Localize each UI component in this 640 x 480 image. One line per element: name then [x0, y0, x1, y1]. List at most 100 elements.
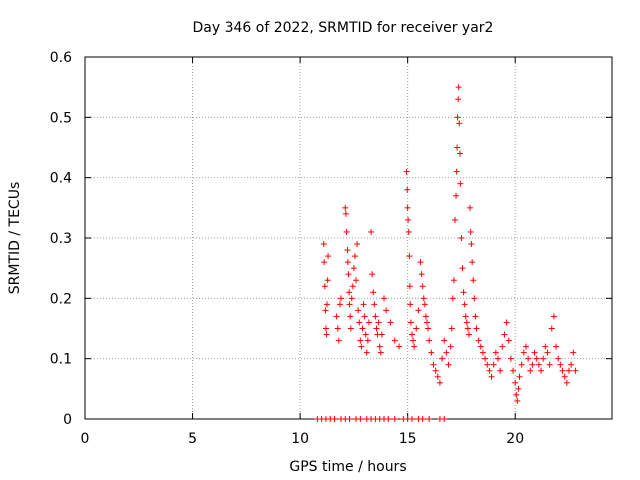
data-point	[408, 331, 415, 338]
data-point	[570, 349, 577, 356]
data-point	[376, 343, 383, 350]
y-tick-label: 0.6	[50, 50, 72, 66]
data-point	[325, 253, 332, 260]
data-point	[529, 361, 536, 368]
data-point	[334, 325, 341, 332]
data-point	[457, 180, 464, 187]
data-point	[525, 355, 532, 362]
data-point	[415, 307, 422, 314]
data-point	[320, 241, 327, 248]
data-point	[323, 331, 330, 338]
data-point	[337, 295, 344, 302]
data-point	[349, 283, 356, 290]
data-point	[396, 343, 403, 350]
data-point	[512, 379, 519, 386]
y-tick-label: 0.1	[50, 352, 72, 368]
data-point	[345, 271, 352, 278]
data-point	[324, 277, 331, 284]
data-point	[359, 325, 366, 332]
data-point	[494, 355, 501, 362]
data-point	[472, 313, 479, 320]
data-point	[568, 361, 575, 368]
data-point	[456, 150, 463, 157]
data-point	[490, 361, 497, 368]
data-point	[387, 319, 394, 326]
data-point	[510, 367, 517, 374]
data-point	[514, 397, 521, 404]
data-point	[365, 319, 372, 326]
data-point	[404, 186, 411, 193]
data-point	[520, 349, 527, 356]
y-tick-label: 0.3	[50, 231, 72, 247]
data-point	[407, 301, 414, 308]
data-point	[522, 343, 529, 350]
data-point	[419, 416, 426, 422]
data-point	[346, 289, 353, 296]
data-point	[426, 416, 433, 422]
data-point	[407, 319, 414, 326]
data-point	[555, 355, 562, 362]
data-point	[424, 319, 431, 326]
data-points	[314, 84, 579, 422]
data-point	[548, 325, 555, 332]
data-point	[368, 228, 375, 235]
data-point	[533, 355, 540, 362]
data-point	[350, 265, 357, 272]
data-point	[404, 204, 411, 211]
data-point	[453, 192, 460, 199]
x-axis-label: GPS time / hours	[289, 459, 406, 475]
data-point	[470, 277, 477, 284]
data-point	[385, 416, 392, 422]
data-point	[406, 283, 413, 290]
data-point	[370, 289, 377, 296]
data-point	[550, 313, 557, 320]
data-point	[565, 367, 572, 374]
data-point	[413, 325, 420, 332]
data-point	[344, 259, 351, 266]
data-point	[572, 367, 579, 374]
x-tick-label: 10	[291, 431, 309, 447]
data-point	[507, 355, 514, 362]
data-point	[391, 337, 398, 344]
data-point	[346, 416, 353, 422]
data-point	[434, 373, 441, 380]
data-point	[344, 247, 351, 254]
data-point	[420, 295, 427, 302]
data-point	[557, 361, 564, 368]
data-point	[380, 295, 387, 302]
data-point	[464, 325, 471, 332]
data-point	[323, 301, 330, 308]
data-point	[497, 367, 504, 374]
data-point	[406, 253, 413, 260]
data-point	[348, 295, 355, 302]
data-point	[353, 277, 360, 284]
data-point	[513, 391, 520, 398]
data-point	[559, 367, 566, 374]
data-point	[516, 373, 523, 380]
data-point	[361, 313, 368, 320]
data-point	[518, 361, 525, 368]
data-point	[453, 168, 460, 175]
data-point	[475, 337, 482, 344]
y-tick-label: 0.2	[50, 291, 72, 307]
data-point	[428, 349, 435, 356]
data-point	[360, 301, 367, 308]
data-point	[482, 355, 489, 362]
data-point	[451, 216, 458, 223]
data-point	[468, 241, 475, 248]
data-point	[369, 271, 376, 278]
data-point	[441, 337, 448, 344]
data-point	[357, 337, 364, 344]
data-point	[432, 367, 439, 374]
data-point	[445, 361, 452, 368]
data-point	[441, 416, 448, 422]
data-point	[448, 325, 455, 332]
data-point	[331, 416, 338, 422]
data-point	[454, 114, 461, 121]
data-point	[322, 307, 329, 314]
data-point	[469, 259, 476, 266]
data-point	[354, 241, 361, 248]
data-point	[322, 325, 329, 332]
data-point	[403, 168, 410, 175]
